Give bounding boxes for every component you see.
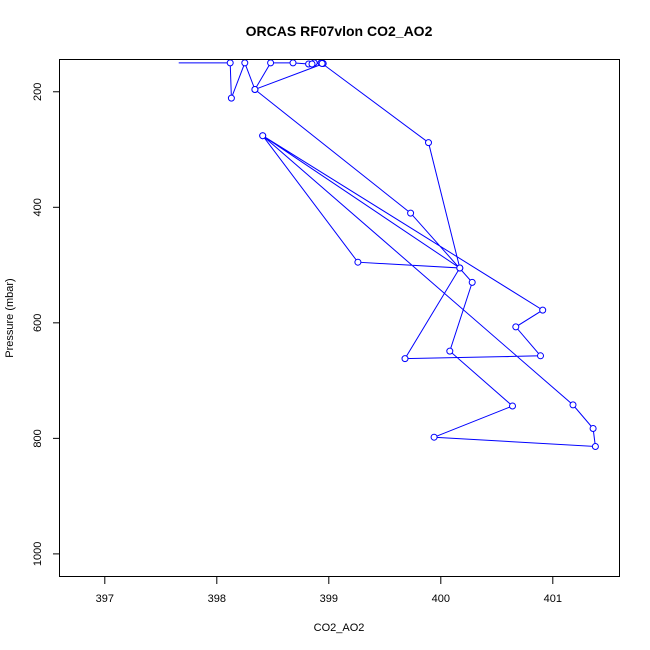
data-point <box>308 60 316 68</box>
y-tick-label: 400 <box>32 198 44 216</box>
data-point <box>407 209 415 217</box>
series-line <box>229 61 596 448</box>
data-point <box>430 433 438 441</box>
x-tick-label: 401 <box>544 593 562 605</box>
data-point <box>401 355 409 363</box>
data-point <box>456 264 464 272</box>
x-tick-label: 400 <box>432 593 450 605</box>
data-point <box>241 60 249 67</box>
series-points <box>226 60 599 450</box>
plot-area <box>178 60 599 450</box>
data-point <box>318 60 326 67</box>
data-point <box>591 443 599 450</box>
data-point <box>512 323 520 331</box>
y-axis: 200 400 600 800 1000 <box>32 83 60 566</box>
plot-frame <box>59 59 620 577</box>
data-point <box>539 306 547 314</box>
data-point <box>259 132 267 140</box>
y-tick-label: 200 <box>32 83 44 101</box>
chart-title: ORCAS RF07vlon CO2_AO2 <box>246 23 433 39</box>
y-tick-label: 800 <box>32 429 44 447</box>
data-point <box>446 347 454 355</box>
x-tick-label: 397 <box>96 593 114 605</box>
data-point <box>289 60 297 67</box>
data-point <box>468 278 476 286</box>
series-line-lead-out <box>254 62 326 90</box>
data-point <box>227 94 235 102</box>
x-axis: 397 398 399 400 401 <box>96 577 562 605</box>
data-point <box>425 139 432 147</box>
data-point <box>226 60 234 67</box>
x-axis-label: CO2_AO2 <box>314 622 365 634</box>
data-point <box>509 402 516 410</box>
x-tick-label: 398 <box>208 593 226 605</box>
data-point <box>354 258 362 266</box>
data-point <box>267 60 275 67</box>
y-tick-label: 1000 <box>32 542 44 566</box>
data-point <box>569 401 577 409</box>
data-point <box>251 86 259 93</box>
x-tick-label: 399 <box>320 593 338 605</box>
y-axis-label: Pressure (mbar) <box>4 278 16 357</box>
y-tick-label: 600 <box>32 314 44 332</box>
data-point <box>537 352 544 360</box>
data-point <box>589 425 597 432</box>
